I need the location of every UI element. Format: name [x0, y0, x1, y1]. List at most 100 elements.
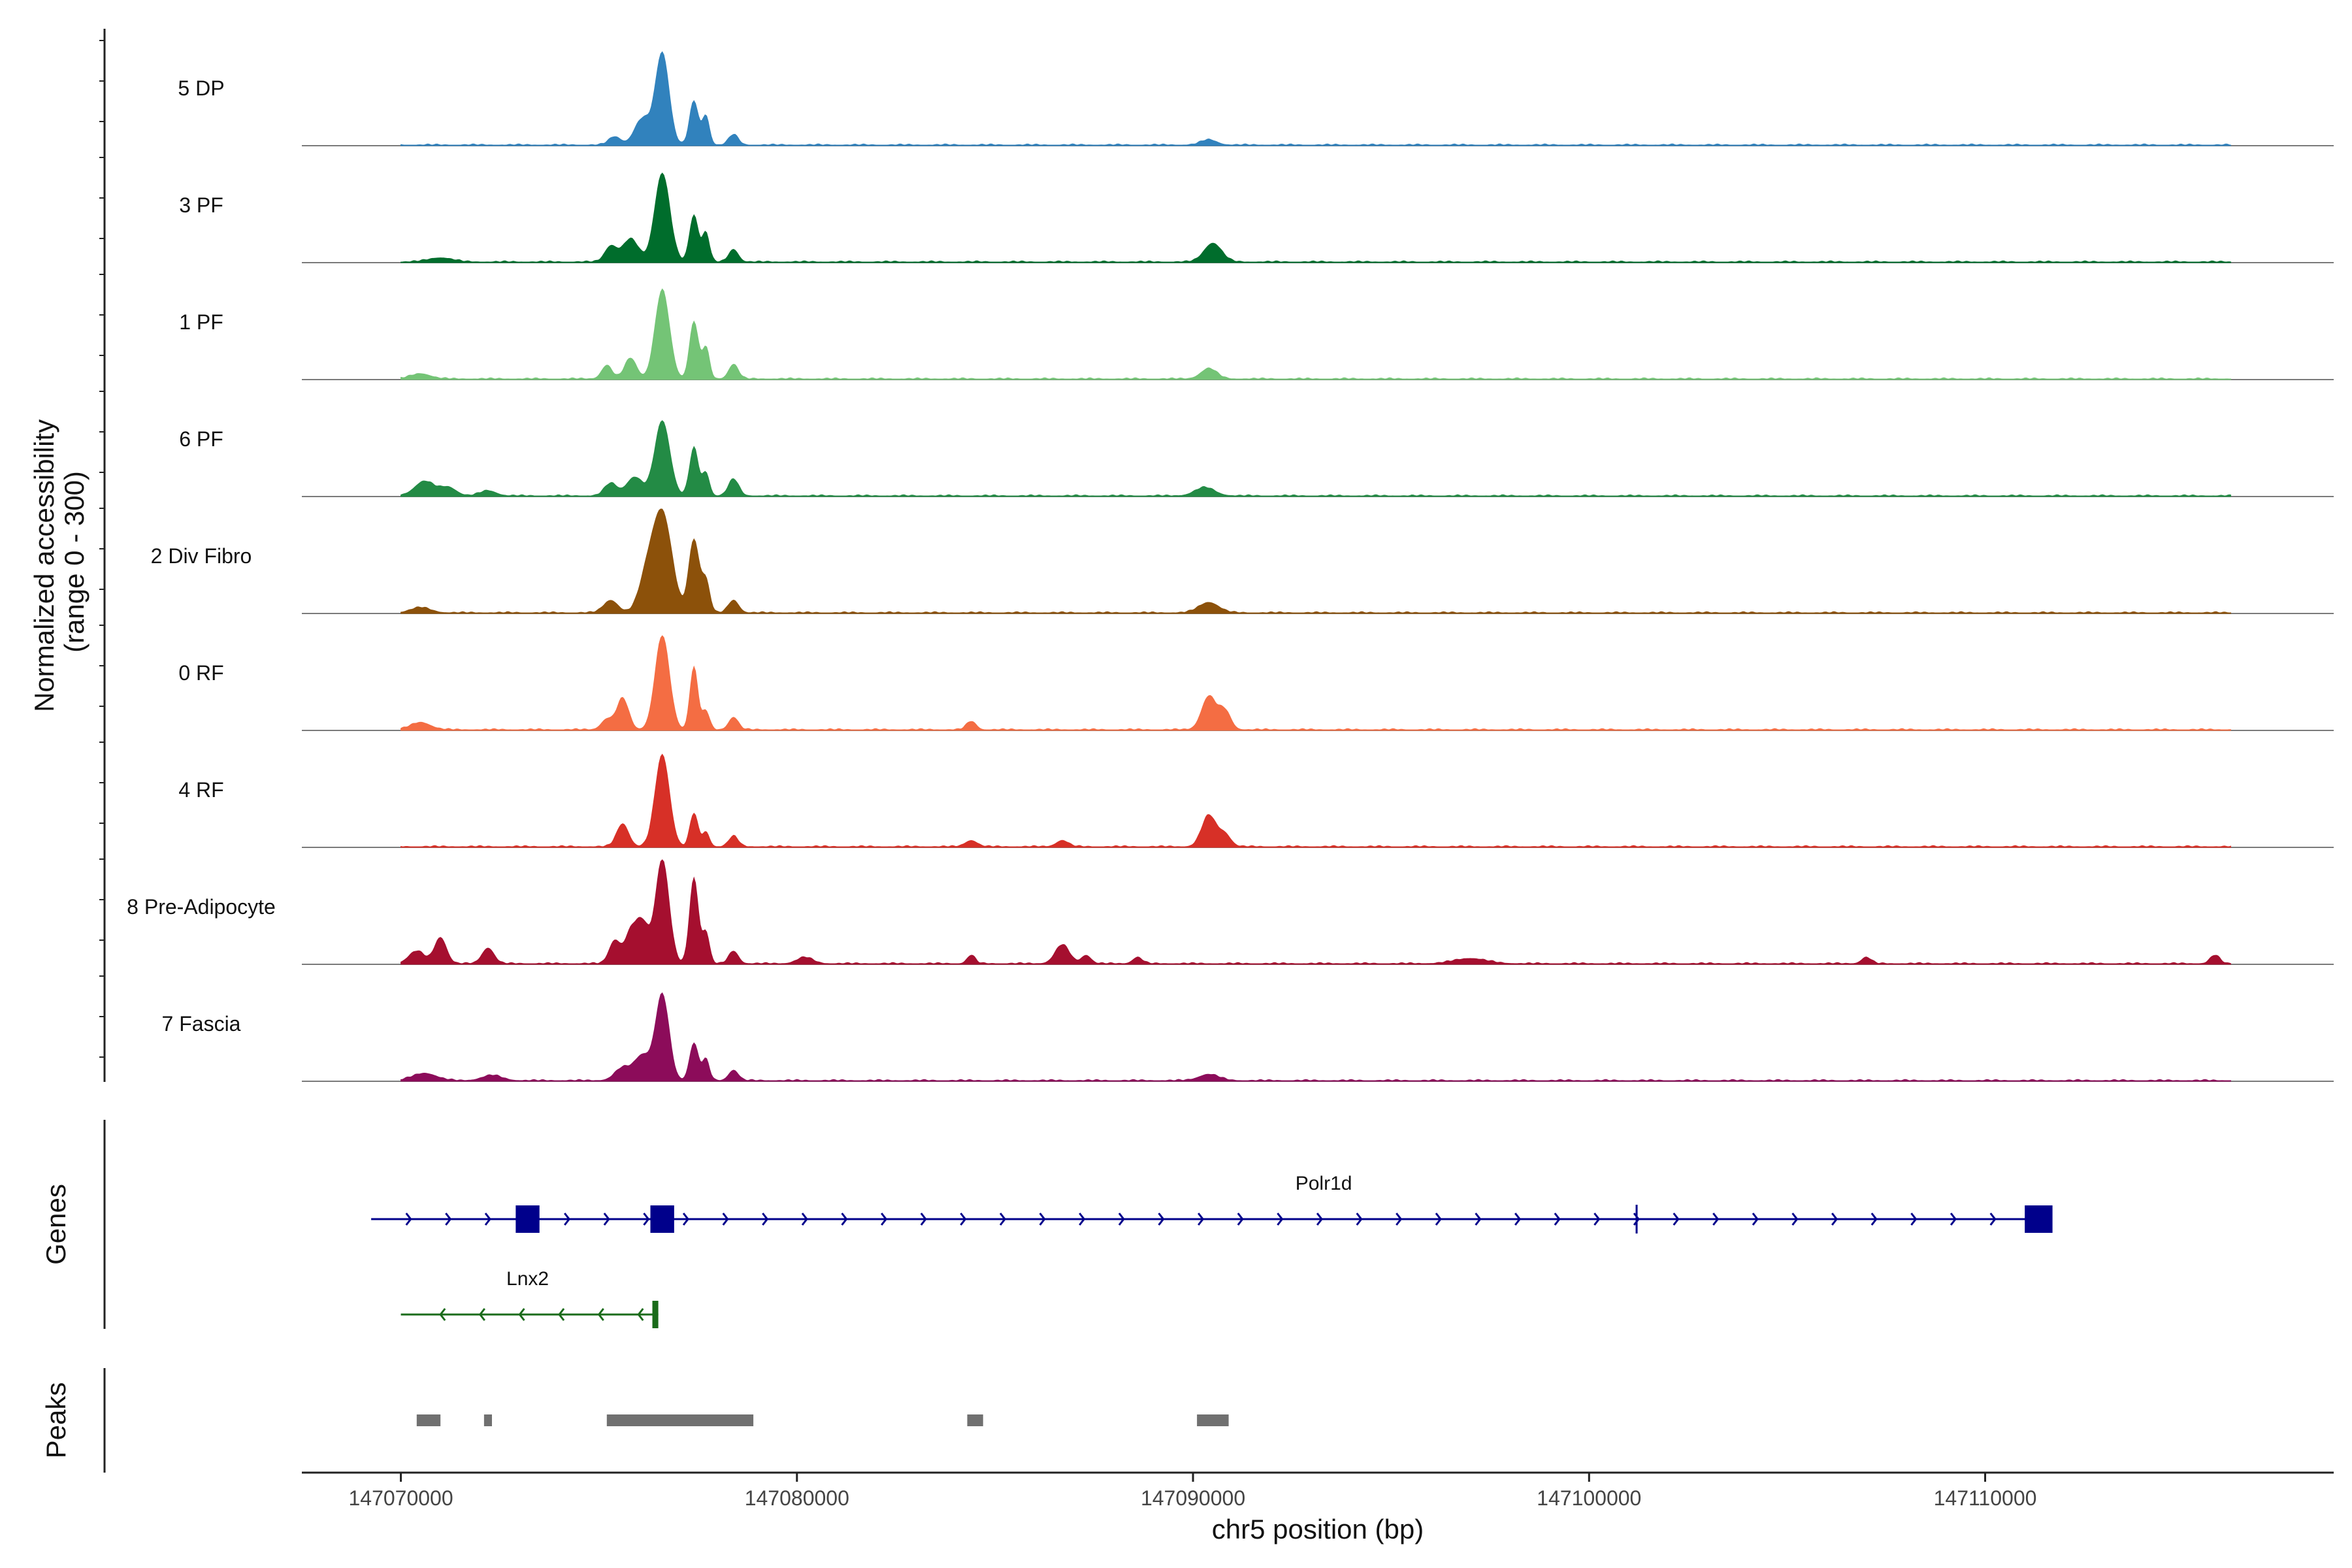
strand-arrow — [1396, 1213, 1403, 1226]
strand-arrow — [445, 1213, 452, 1226]
strand-arrow — [841, 1213, 848, 1226]
gene-models: Polr1d Lnx2 — [371, 1173, 2053, 1328]
strand-arrow — [1039, 1213, 1046, 1226]
strand-arrow — [960, 1213, 967, 1226]
strand-arrow — [484, 1213, 491, 1226]
peak-regions — [416, 1414, 1229, 1426]
coverage-area — [400, 992, 2231, 1082]
peak-region — [606, 1414, 754, 1426]
peak-region — [1197, 1414, 1229, 1426]
track-label: 3 PF — [179, 193, 223, 217]
peaks-panel-label: Peaks — [41, 1382, 71, 1459]
strand-arrow — [1712, 1213, 1720, 1226]
strand-arrow — [1475, 1213, 1482, 1226]
strand-arrow — [1673, 1213, 1680, 1226]
y-axis-title: Normalized accessibility (range 0 - 300) — [29, 412, 90, 712]
gene-polr1d: Polr1d — [371, 1173, 2053, 1233]
strand-arrow — [518, 1308, 525, 1321]
strand-arrow — [1356, 1213, 1363, 1226]
x-tick-label: 147110000 — [1934, 1486, 2037, 1510]
strand-arrow — [637, 1308, 644, 1321]
track-7: 4 RF — [178, 753, 2334, 848]
coverage-area — [400, 859, 2231, 965]
exon — [650, 1205, 674, 1233]
strand-arrow — [1870, 1213, 1878, 1226]
track-label: 2 Div Fibro — [151, 544, 252, 568]
genes-panel-label: Genes — [41, 1184, 71, 1265]
strand-arrow — [1079, 1213, 1086, 1226]
strand-arrow — [1316, 1213, 1323, 1226]
track-9: 7 Fascia — [162, 992, 2334, 1082]
strand-arrow — [439, 1308, 446, 1321]
exon — [2025, 1205, 2053, 1233]
coverage-area — [400, 635, 2231, 731]
peak-region — [483, 1414, 492, 1426]
track-label: 0 RF — [178, 661, 223, 685]
x-axis: 147070000 147080000 147090000 147100000 1471… — [302, 1471, 2334, 1544]
strand-arrow — [881, 1213, 888, 1226]
gene-name: Lnx2 — [506, 1268, 549, 1290]
strand-arrow — [643, 1213, 650, 1226]
track-label: 1 PF — [179, 310, 223, 334]
coverage-area — [400, 508, 2231, 614]
peak-region — [967, 1414, 983, 1426]
strand-arrow — [1989, 1213, 1997, 1226]
x-tick-label: 147070000 — [348, 1486, 453, 1510]
track-label: 6 PF — [179, 427, 223, 451]
accessibility-tracks: 5 DP 3 PF 1 PF 6 PF 2 Div Fibro 0 RF 4 RF 8 Pre… — [127, 51, 2334, 1082]
strand-arrow — [1910, 1213, 1918, 1226]
exon — [652, 1301, 659, 1328]
track-8: 8 Pre-Adipocyte — [127, 859, 2334, 965]
y-axis-ticks — [99, 40, 105, 1058]
y-axis-title-line2: (range 0 - 300) — [59, 471, 90, 653]
strand-arrow — [1791, 1213, 1799, 1226]
strand-arrow — [1277, 1213, 1284, 1226]
y-axis-accessibility: Normalized accessibility (range 0 - 300) — [29, 29, 106, 1082]
coverage-area — [400, 420, 2231, 497]
x-tick-label: 147100000 — [1537, 1486, 1641, 1510]
gene-name: Polr1d — [1296, 1173, 1352, 1194]
strand-arrow — [1237, 1213, 1244, 1226]
track-6: 0 RF — [178, 635, 2334, 731]
gene-lnx2: Lnx2 — [400, 1268, 659, 1328]
coverage-area — [400, 288, 2231, 380]
track-1: 5 DP — [178, 51, 2334, 146]
strand-arrow — [1831, 1213, 1838, 1226]
track-label: 5 DP — [178, 76, 224, 100]
genes-panel: Genes Polr1d Lnx2 — [41, 1120, 2053, 1329]
strand-arrow — [1158, 1213, 1165, 1226]
strand-arrow — [999, 1213, 1006, 1226]
exon — [515, 1205, 540, 1233]
peaks-panel: Peaks — [41, 1368, 1229, 1473]
strand-arrow — [762, 1213, 769, 1226]
strand-arrow — [801, 1213, 808, 1226]
coverage-area — [400, 172, 2231, 263]
x-tick-label: 147080000 — [745, 1486, 849, 1510]
strand-arrow — [682, 1213, 689, 1226]
track-label: 8 Pre-Adipocyte — [127, 895, 276, 919]
strand-arrow — [920, 1213, 927, 1226]
x-axis-ticks: 147070000 147080000 147090000 147100000 1471… — [348, 1473, 2036, 1510]
coverage-area — [400, 51, 2231, 146]
strand-arrow — [1593, 1213, 1601, 1226]
strand-arrow — [722, 1213, 729, 1226]
track-2: 3 PF — [179, 172, 2334, 263]
peak-region — [416, 1414, 441, 1426]
strand-arrow — [1435, 1213, 1442, 1226]
x-tick-label: 147090000 — [1141, 1486, 1245, 1510]
coverage-area — [400, 753, 2231, 848]
strand-arrow — [603, 1213, 610, 1226]
track-4: 6 PF — [179, 420, 2334, 497]
strand-arrow — [1752, 1213, 1759, 1226]
track-label: 7 Fascia — [162, 1012, 241, 1036]
x-axis-title: chr5 position (bp) — [1212, 1514, 1424, 1544]
track-5: 2 Div Fibro — [151, 508, 2334, 614]
strand-arrow — [1198, 1213, 1205, 1226]
strand-arrow — [478, 1308, 485, 1321]
strand-arrow — [1514, 1213, 1522, 1226]
strand-arrow — [564, 1213, 571, 1226]
y-axis-title-line1: Normalized accessibility — [29, 419, 59, 712]
strand-arrow — [405, 1213, 412, 1226]
